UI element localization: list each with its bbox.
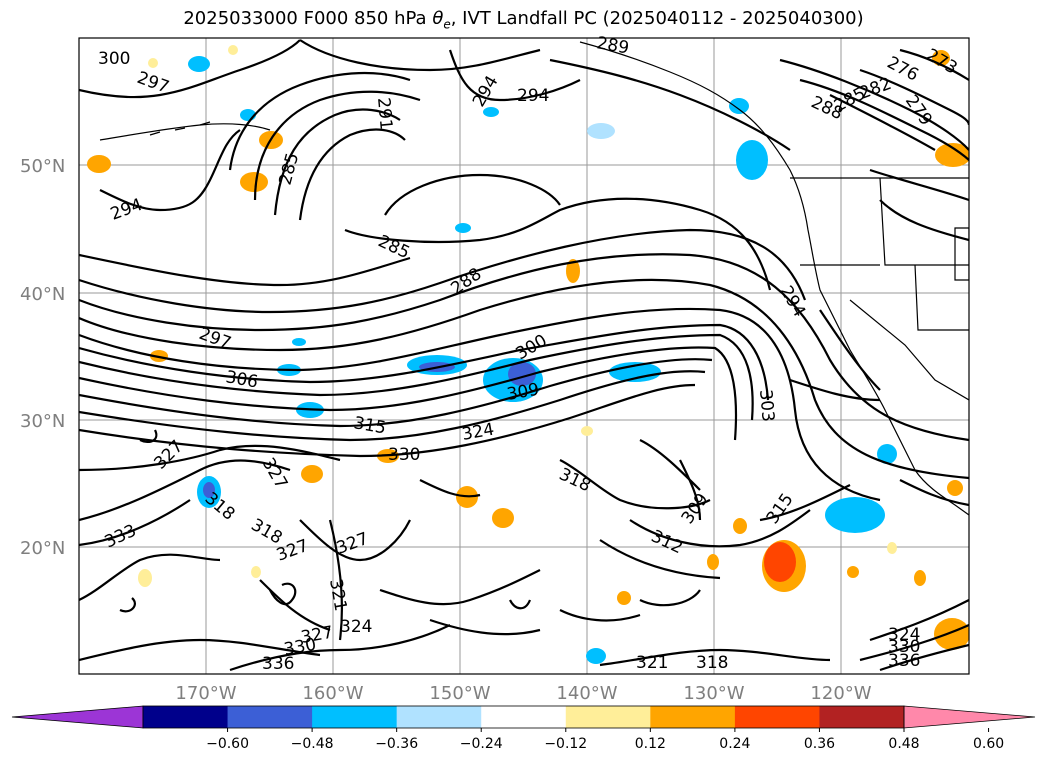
contour-label: 330 xyxy=(388,445,420,465)
colorbar-tick-label: 0.60 xyxy=(973,736,1004,752)
contour-label: 318 xyxy=(696,653,728,673)
map-content xyxy=(79,38,969,674)
colorbar-segment xyxy=(819,706,905,728)
colorbar-segment xyxy=(734,706,820,728)
colorbar-tick-label: 0.12 xyxy=(635,736,666,752)
lon-label: 150°W xyxy=(429,683,490,704)
colorbar-tick-label: −0.36 xyxy=(375,736,418,752)
ivt-shading xyxy=(87,45,969,664)
lon-label: 120°W xyxy=(810,683,871,704)
longitude-labels: 170°W 160°W 150°W 140°W 130°W 120°W xyxy=(175,683,871,704)
colorbar-tick-label: −0.24 xyxy=(460,736,503,752)
lat-label: 50°N xyxy=(20,156,65,177)
lon-label: 130°W xyxy=(683,683,744,704)
colorbar-tick-label: 0.24 xyxy=(719,736,750,752)
contour-label: 324 xyxy=(888,625,920,645)
colorbar-segment xyxy=(481,706,567,728)
coastlines xyxy=(99,41,969,516)
contour-label: 336 xyxy=(888,651,920,671)
colorbar-segment xyxy=(565,706,651,728)
colorbar-tick-label: −0.48 xyxy=(291,736,334,752)
contour-label: 291 xyxy=(373,97,396,131)
title-theta: θ xyxy=(432,8,444,29)
lon-label: 170°W xyxy=(175,683,236,704)
latitude-labels: 50°N 40°N 30°N 20°N xyxy=(20,156,65,559)
colorbar: −0.60 −0.48 −0.36 −0.24 −0.12 0.12 0.24 0.36 0.4… xyxy=(11,705,1036,752)
lat-label: 20°N xyxy=(20,538,65,559)
colorbar-segment xyxy=(396,706,482,728)
colorbar-tick-label: −0.60 xyxy=(206,736,249,752)
lon-label: 140°W xyxy=(556,683,617,704)
colorbar-tick-label: 0.48 xyxy=(888,736,919,752)
contour-label: 324 xyxy=(340,617,372,637)
title-suffix: , IVT Landfall PC (2025040112 - 20250403… xyxy=(450,8,864,29)
map-title: 2025033000 F000 850 hPa θe, IVT Landfall… xyxy=(0,8,1047,32)
contour-label: 303 xyxy=(755,389,778,423)
colorbar-segment xyxy=(650,706,736,728)
lat-label: 30°N xyxy=(20,411,65,432)
lon-label: 160°W xyxy=(302,683,363,704)
contour-label: 336 xyxy=(262,654,294,674)
colorbar-tick-label: −0.12 xyxy=(544,736,587,752)
colorbar-extend-low xyxy=(11,705,144,729)
title-theta-subscript: e xyxy=(443,17,451,32)
theta-e-contours xyxy=(79,39,969,672)
colorbar-tick-label: 0.36 xyxy=(804,736,835,752)
colorbar-outline xyxy=(142,705,905,729)
graticule xyxy=(79,38,969,674)
contour-label: 330 xyxy=(888,637,920,657)
colorbar-segment xyxy=(227,706,313,728)
colorbar-segment xyxy=(312,706,398,728)
colorbar-extend-high xyxy=(903,705,1036,729)
map-frame xyxy=(78,37,970,675)
lat-label: 40°N xyxy=(20,284,65,305)
contour-label: 294 xyxy=(517,86,549,106)
contour-label: 300 xyxy=(98,49,130,69)
contour-label: 321 xyxy=(636,653,668,673)
colorbar-segment xyxy=(143,706,229,728)
title-prefix: 2025033000 F000 850 hPa xyxy=(183,8,433,29)
